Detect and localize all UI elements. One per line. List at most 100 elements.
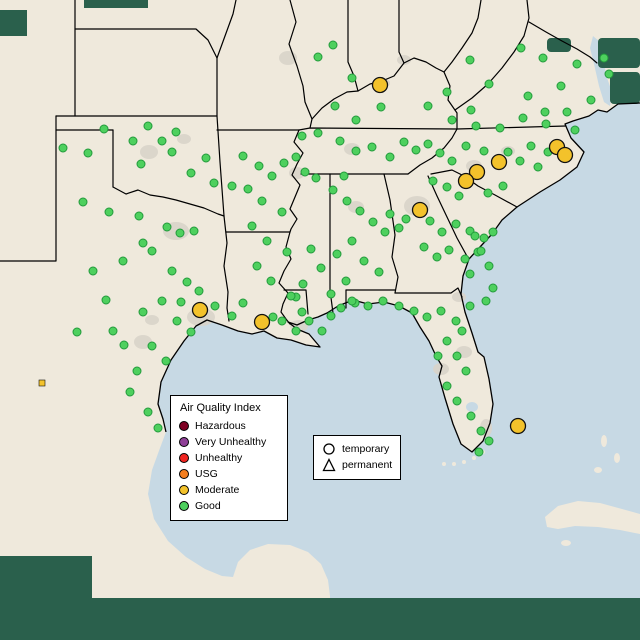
aqi-marker-good[interactable] [599, 53, 609, 63]
aqi-marker-good[interactable] [189, 226, 199, 236]
aqi-marker-good[interactable] [138, 307, 148, 317]
aqi-marker-good[interactable] [277, 207, 287, 217]
aqi-marker-moderate[interactable] [457, 172, 475, 190]
aqi-marker-good[interactable] [515, 156, 525, 166]
aqi-marker-good[interactable] [423, 101, 433, 111]
aqi-marker-good[interactable] [342, 196, 352, 206]
aqi-marker-good[interactable] [143, 121, 153, 131]
aqi-marker-good[interactable] [533, 162, 543, 172]
aqi-marker-good[interactable] [297, 131, 307, 141]
aqi-marker-good[interactable] [298, 279, 308, 289]
aqi-marker-good[interactable] [286, 291, 296, 301]
aqi-marker-moderate[interactable] [371, 76, 389, 94]
aqi-marker-good[interactable] [465, 301, 475, 311]
aqi-marker-good[interactable] [279, 158, 289, 168]
aqi-marker-good[interactable] [171, 127, 181, 137]
aqi-marker-good[interactable] [347, 73, 357, 83]
aqi-marker-good[interactable] [210, 301, 220, 311]
aqi-marker-good[interactable] [447, 156, 457, 166]
aqi-marker-good[interactable] [167, 266, 177, 276]
aqi-marker-good[interactable] [209, 178, 219, 188]
aqi-marker-good[interactable] [83, 148, 93, 158]
aqi-marker-good[interactable] [355, 206, 365, 216]
aqi-marker-good[interactable] [484, 79, 494, 89]
aqi-marker-good[interactable] [461, 366, 471, 376]
aqi-marker-good[interactable] [385, 152, 395, 162]
aqi-marker-moderate[interactable] [191, 301, 209, 319]
aqi-marker-good[interactable] [495, 123, 505, 133]
aqi-marker-good[interactable] [461, 141, 471, 151]
aqi-marker-good[interactable] [326, 289, 336, 299]
aqi-marker-good[interactable] [399, 137, 409, 147]
aqi-marker-good[interactable] [227, 311, 237, 321]
aqi-marker-good[interactable] [147, 246, 157, 256]
aqi-marker-good[interactable] [176, 297, 186, 307]
aqi-marker-good[interactable] [304, 316, 314, 326]
aqi-marker-good[interactable] [147, 341, 157, 351]
aqi-marker-good[interactable] [300, 167, 310, 177]
aqi-marker-good[interactable] [367, 142, 377, 152]
aqi-marker-good[interactable] [238, 151, 248, 161]
aqi-marker-good[interactable] [291, 326, 301, 336]
aqi-marker-good[interactable] [243, 184, 253, 194]
aqi-marker-good[interactable] [385, 209, 395, 219]
aqi-marker-good[interactable] [311, 173, 321, 183]
aqi-marker-good[interactable] [157, 296, 167, 306]
aqi-marker-good[interactable] [394, 301, 404, 311]
aqi-marker-moderate[interactable] [556, 146, 574, 164]
aqi-marker-good[interactable] [247, 221, 257, 231]
aqi-marker-good[interactable] [328, 185, 338, 195]
aqi-marker-good[interactable] [306, 244, 316, 254]
aqi-marker-good[interactable] [562, 107, 572, 117]
aqi-marker-good[interactable] [433, 351, 443, 361]
aqi-marker-good[interactable] [332, 249, 342, 259]
aqi-marker-good[interactable] [167, 147, 177, 157]
aqi-marker-good[interactable] [444, 245, 454, 255]
aqi-marker-good[interactable] [586, 95, 596, 105]
aqi-marker-good[interactable] [451, 219, 461, 229]
aqi-marker-good[interactable] [138, 238, 148, 248]
aqi-marker-good[interactable] [423, 139, 433, 149]
aqi-marker-good[interactable] [347, 296, 357, 306]
aqi-marker-good[interactable] [118, 256, 128, 266]
aqi-marker-good[interactable] [351, 146, 361, 156]
aqi-marker-good[interactable] [252, 261, 262, 271]
aqi-marker-good[interactable] [291, 152, 301, 162]
aqi-marker-good[interactable] [442, 87, 452, 97]
aqi-marker-good[interactable] [380, 227, 390, 237]
aqi-marker-good[interactable] [99, 124, 109, 134]
aqi-marker-good[interactable] [523, 91, 533, 101]
aqi-marker-good[interactable] [172, 316, 182, 326]
aqi-marker-good[interactable] [88, 266, 98, 276]
aqi-marker-good[interactable] [175, 228, 185, 238]
aqi-marker-good[interactable] [516, 43, 526, 53]
aqi-marker-good[interactable] [409, 306, 419, 316]
aqi-marker-good[interactable] [257, 196, 267, 206]
aqi-marker-good[interactable] [484, 261, 494, 271]
aqi-marker-good[interactable] [317, 326, 327, 336]
aqi-marker-good[interactable] [368, 217, 378, 227]
aqi-marker-good[interactable] [481, 296, 491, 306]
aqi-marker-good[interactable] [143, 407, 153, 417]
aqi-marker-good[interactable] [466, 105, 476, 115]
aqi-marker-good[interactable] [538, 53, 548, 63]
aqi-marker-good[interactable] [556, 81, 566, 91]
aqi-marker-good[interactable] [435, 148, 445, 158]
aqi-marker-good[interactable] [541, 119, 551, 129]
aqi-marker-good[interactable] [201, 153, 211, 163]
aqi-marker-good[interactable] [503, 147, 513, 157]
aqi-marker-good[interactable] [479, 233, 489, 243]
aqi-marker-good[interactable] [336, 303, 346, 313]
aqi-marker-good[interactable] [452, 351, 462, 361]
aqi-marker-good[interactable] [328, 40, 338, 50]
aqi-marker-good[interactable] [465, 269, 475, 279]
aqi-marker-good[interactable] [471, 121, 481, 131]
aqi-marker-good[interactable] [422, 312, 432, 322]
aqi-marker-good[interactable] [452, 396, 462, 406]
aqi-marker-good[interactable] [254, 161, 264, 171]
aqi-marker-good[interactable] [572, 59, 582, 69]
aqi-marker-good[interactable] [428, 176, 438, 186]
aqi-marker-moderate-square[interactable] [38, 379, 46, 387]
aqi-marker-good[interactable] [227, 181, 237, 191]
